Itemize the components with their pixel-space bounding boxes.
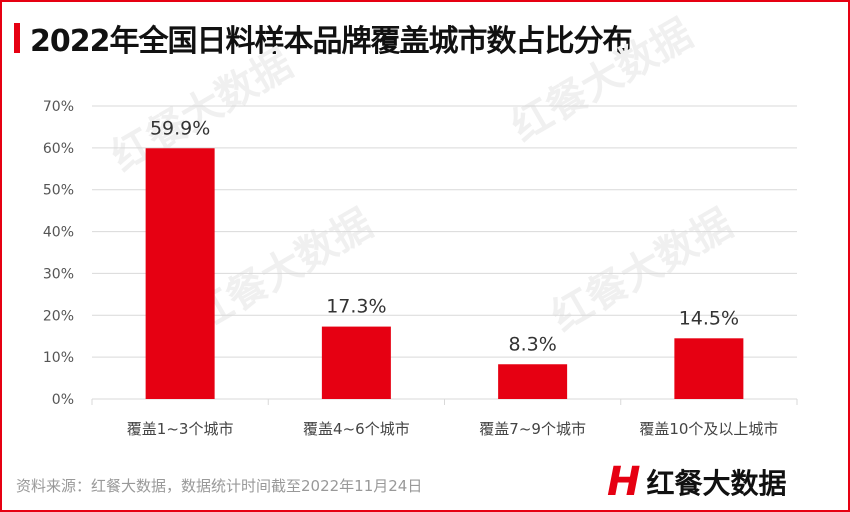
data-label: 8.3% (508, 333, 556, 355)
bar (321, 326, 391, 399)
y-tick-label: 20% (43, 308, 74, 324)
y-tick-label: 40% (43, 225, 74, 241)
chart-title: 2022年全国日料样本品牌覆盖城市数占比分布 (30, 24, 632, 59)
x-tick-label: 覆盖4~6个城市 (303, 420, 410, 438)
watermark-text: 红餐大数据 (504, 11, 700, 151)
x-tick-label: 覆盖1~3个城市 (127, 420, 234, 438)
x-tick-label: 覆盖7~9个城市 (479, 420, 586, 438)
source-note: 资料来源：红餐大数据，数据统计时间截至2022年11月24日 (16, 477, 423, 495)
y-tick-label: 50% (43, 183, 74, 199)
data-label: 59.9% (150, 117, 210, 139)
data-label: 17.3% (326, 296, 386, 318)
bar (674, 338, 744, 399)
y-tick-label: 60% (43, 141, 74, 157)
data-label: 14.5% (679, 307, 739, 329)
y-tick-label: 70% (43, 99, 74, 115)
bar (498, 364, 568, 399)
x-tick-label: 覆盖10个及以上城市 (639, 420, 778, 438)
y-tick-label: 0% (52, 392, 74, 408)
title-accent-bar (14, 23, 20, 53)
bar (145, 148, 215, 399)
brand-logo: H 红餐大数据 (607, 462, 787, 502)
y-tick-label: 10% (43, 350, 74, 366)
logo-mark-icon: H (607, 459, 641, 505)
logo-text: 红餐大数据 (646, 467, 787, 500)
y-tick-label: 30% (43, 266, 74, 282)
